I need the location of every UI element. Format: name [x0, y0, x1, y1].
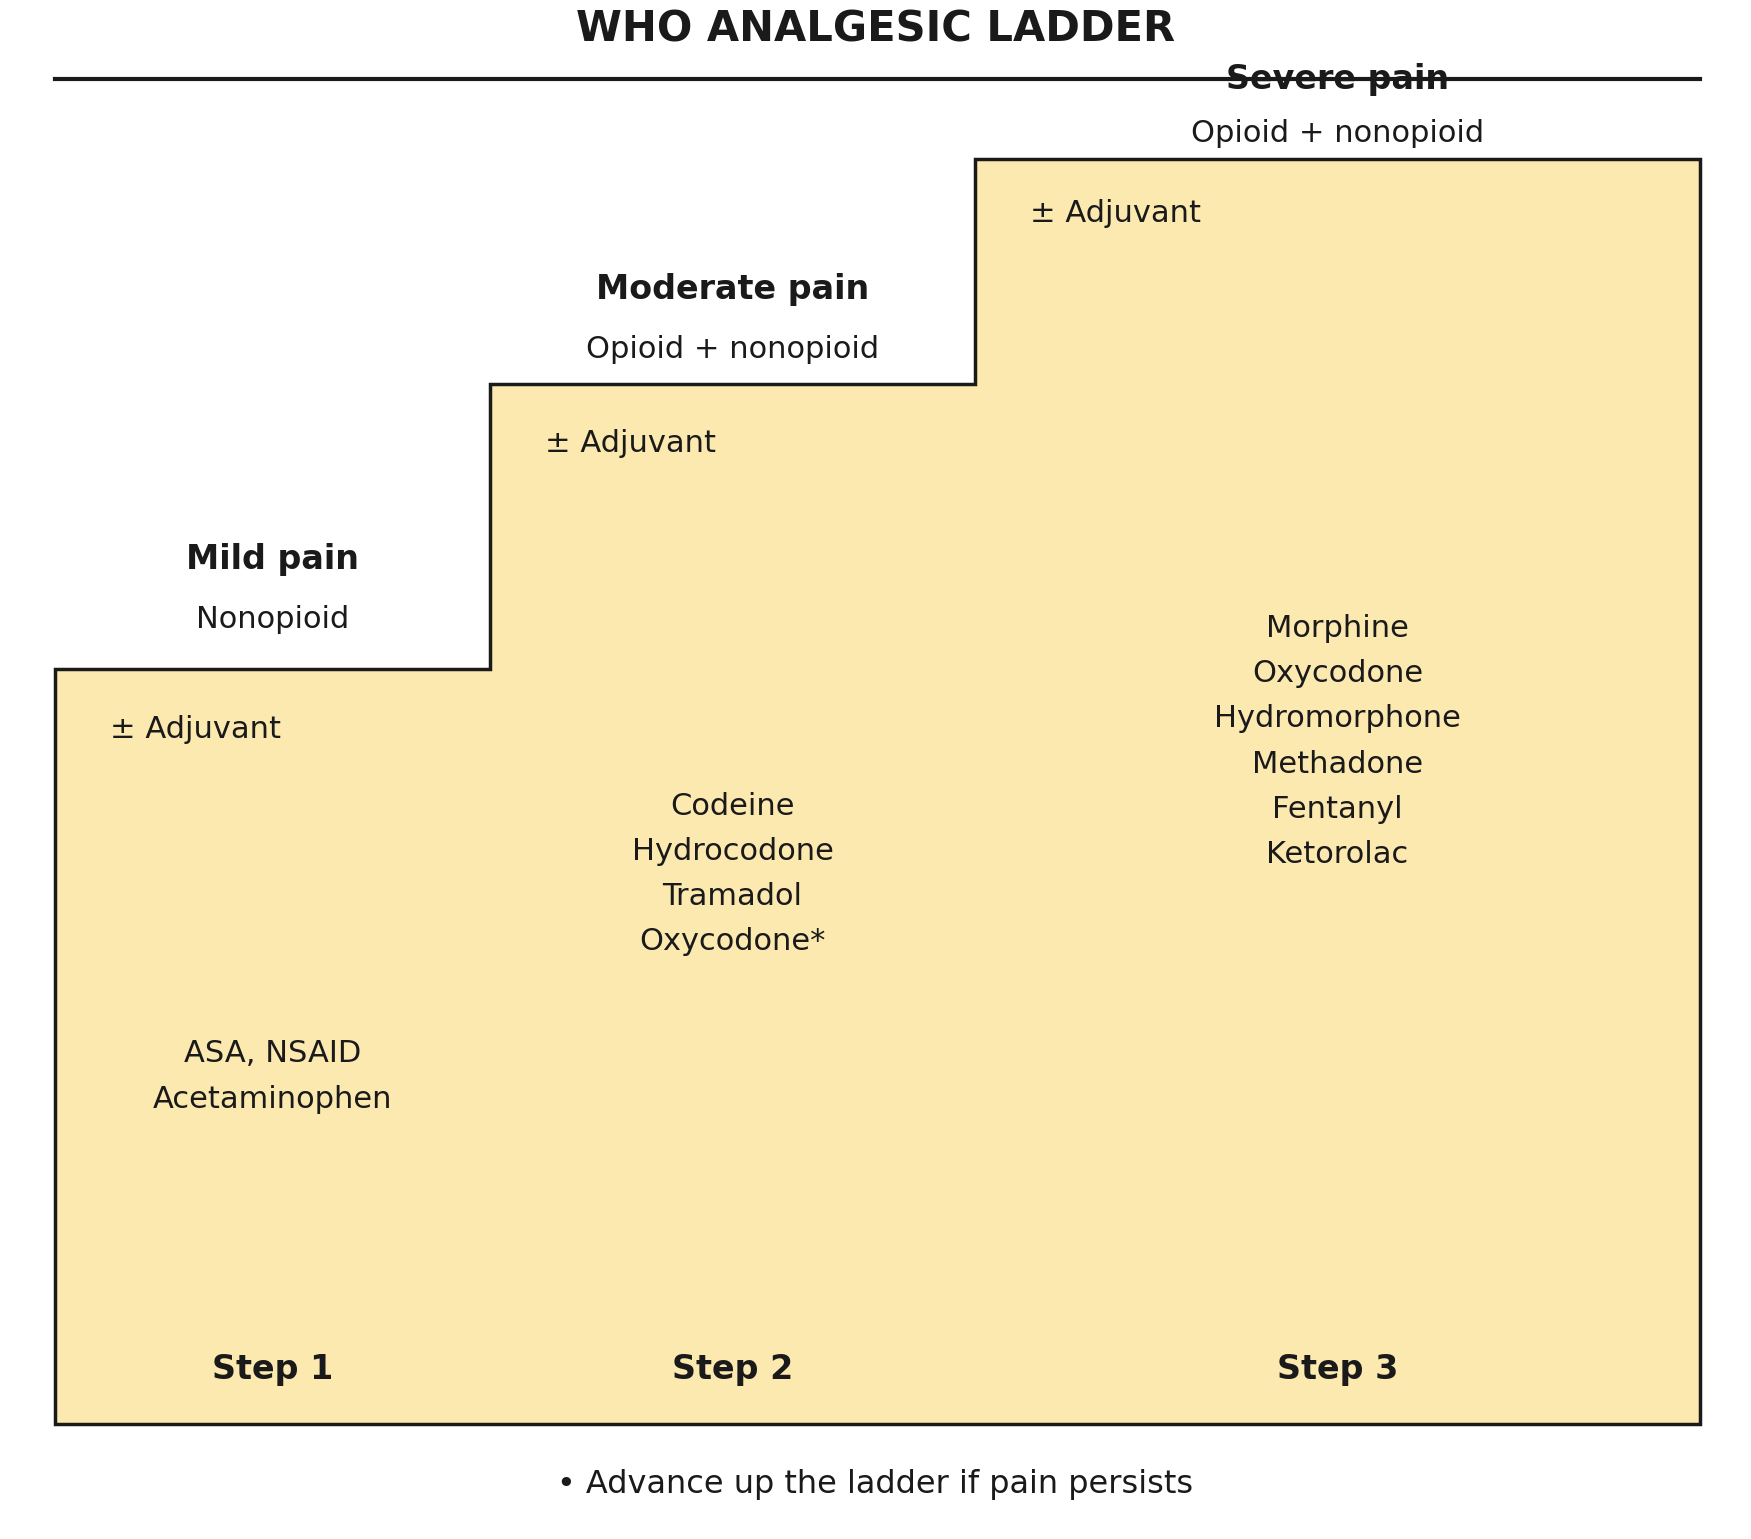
Text: Codeine
Hydrocodone
Tramadol
Oxycodone*: Codeine Hydrocodone Tramadol Oxycodone*	[632, 793, 833, 956]
Text: • Advance up the ladder if pain persists: • Advance up the ladder if pain persists	[557, 1468, 1194, 1499]
Text: Severe pain: Severe pain	[1226, 63, 1450, 95]
Text: ± Adjuvant: ± Adjuvant	[110, 714, 280, 743]
Text: ± Adjuvant: ± Adjuvant	[1030, 200, 1201, 228]
Text: ± Adjuvant: ± Adjuvant	[545, 429, 716, 459]
Polygon shape	[54, 159, 1700, 1424]
Text: Opioid + nonopioid: Opioid + nonopioid	[587, 334, 879, 363]
Text: WHO ANALGESIC LADDER: WHO ANALGESIC LADDER	[576, 8, 1175, 49]
Text: Step 2: Step 2	[672, 1353, 793, 1385]
Text: Morphine
Oxycodone
Hydromorphone
Methadone
Fentanyl
Ketorolac: Morphine Oxycodone Hydromorphone Methado…	[1213, 614, 1460, 868]
Text: Mild pain: Mild pain	[186, 543, 359, 576]
Text: Nonopioid: Nonopioid	[196, 605, 348, 634]
Text: Opioid + nonopioid: Opioid + nonopioid	[1191, 120, 1485, 148]
Text: Step 1: Step 1	[212, 1353, 333, 1385]
Text: Step 3: Step 3	[1276, 1353, 1399, 1385]
Text: Moderate pain: Moderate pain	[595, 272, 868, 306]
Text: ASA, NSAID
Acetaminophen: ASA, NSAID Acetaminophen	[152, 1039, 392, 1114]
